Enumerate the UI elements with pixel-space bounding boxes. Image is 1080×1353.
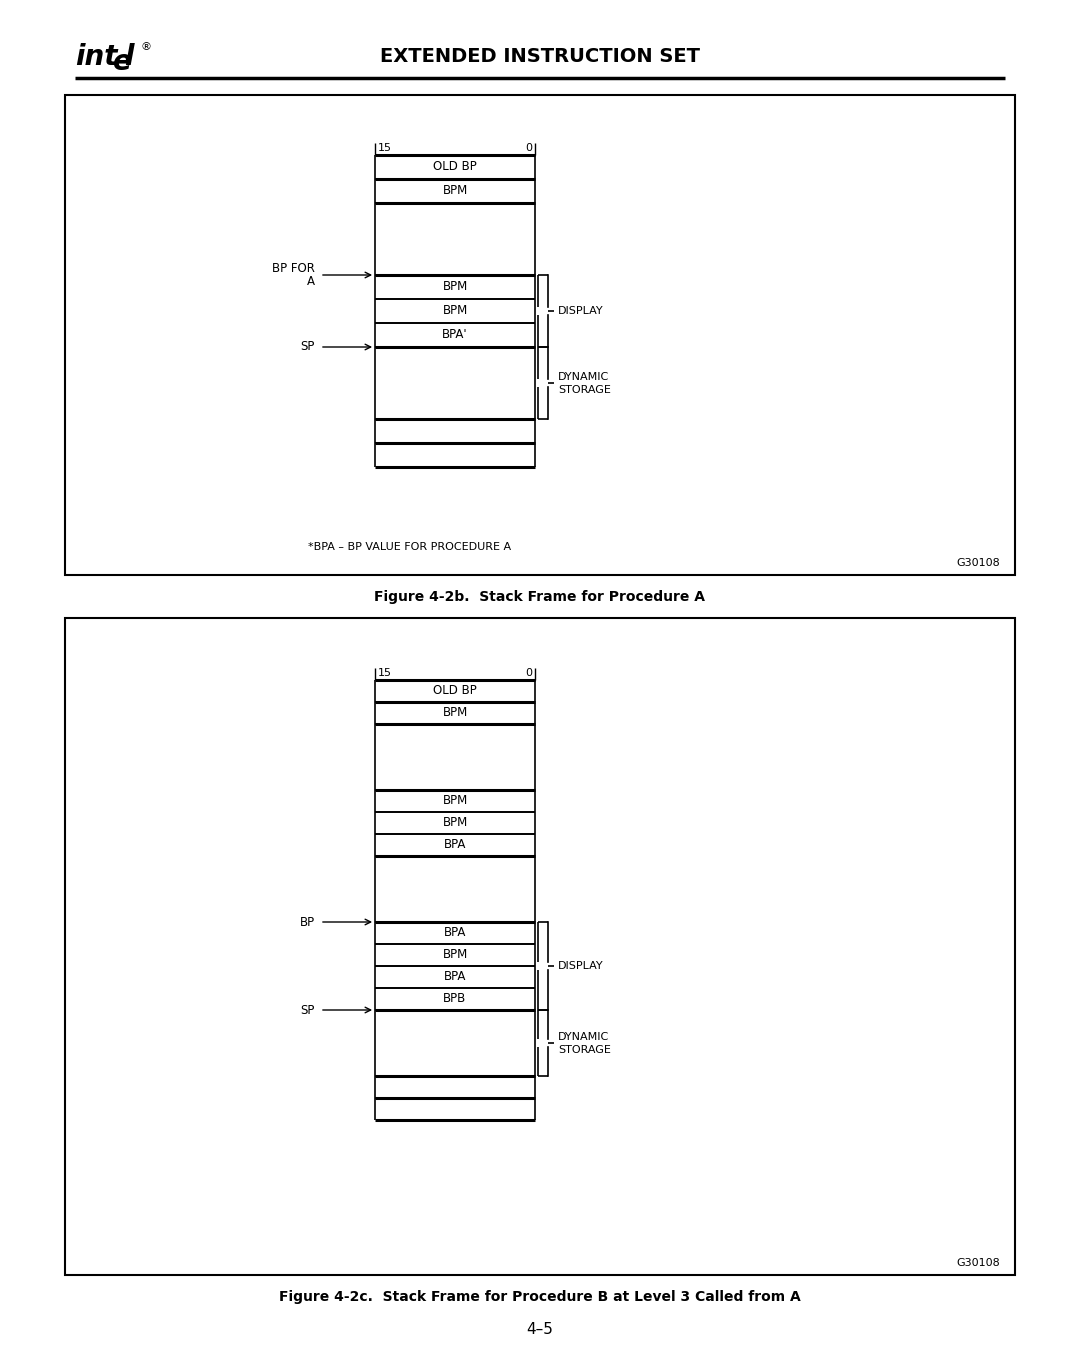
- Text: 15: 15: [378, 143, 392, 153]
- Text: BPM: BPM: [443, 280, 468, 294]
- Text: G30108: G30108: [956, 1258, 1000, 1268]
- Text: BPA': BPA': [442, 329, 468, 341]
- Text: BPM: BPM: [443, 948, 468, 962]
- Text: BPA: BPA: [444, 839, 467, 851]
- Text: DISPLAY: DISPLAY: [558, 306, 604, 317]
- Text: BP: BP: [300, 916, 315, 928]
- Text: 0: 0: [525, 668, 532, 678]
- Text: BPA: BPA: [444, 970, 467, 984]
- Text: Figure 4-2b.  Stack Frame for Procedure A: Figure 4-2b. Stack Frame for Procedure A: [375, 590, 705, 603]
- Text: BPM: BPM: [443, 304, 468, 318]
- Text: 15: 15: [378, 668, 392, 678]
- Text: OLD BP: OLD BP: [433, 685, 477, 698]
- Bar: [65, 95, 1015, 575]
- Text: 0: 0: [525, 143, 532, 153]
- Bar: [65, 618, 1015, 1275]
- Text: ®: ®: [140, 42, 151, 51]
- Text: e: e: [113, 47, 132, 76]
- Text: BP FOR: BP FOR: [272, 262, 315, 275]
- Text: BPA: BPA: [444, 927, 467, 939]
- Text: int: int: [75, 43, 118, 70]
- Text: 4–5: 4–5: [527, 1322, 553, 1338]
- Text: l: l: [124, 43, 134, 70]
- Text: DYNAMIC: DYNAMIC: [558, 1032, 609, 1042]
- Text: BPM: BPM: [443, 794, 468, 808]
- Text: BPB: BPB: [444, 993, 467, 1005]
- Text: BPM: BPM: [443, 816, 468, 829]
- Text: DISPLAY: DISPLAY: [558, 961, 604, 971]
- Text: STORAGE: STORAGE: [558, 386, 611, 395]
- Text: OLD BP: OLD BP: [433, 161, 477, 173]
- Text: BPM: BPM: [443, 706, 468, 720]
- Text: SP: SP: [300, 341, 315, 353]
- Text: BPM: BPM: [443, 184, 468, 198]
- Text: G30108: G30108: [956, 557, 1000, 568]
- Text: Figure 4-2c.  Stack Frame for Procedure B at Level 3 Called from A: Figure 4-2c. Stack Frame for Procedure B…: [279, 1289, 801, 1304]
- Text: STORAGE: STORAGE: [558, 1045, 611, 1055]
- Text: EXTENDED INSTRUCTION SET: EXTENDED INSTRUCTION SET: [380, 47, 700, 66]
- Text: *BPA – BP VALUE FOR PROCEDURE A: *BPA – BP VALUE FOR PROCEDURE A: [309, 543, 512, 552]
- Text: DYNAMIC: DYNAMIC: [558, 372, 609, 382]
- Text: SP: SP: [300, 1004, 315, 1016]
- Text: A: A: [307, 275, 315, 288]
